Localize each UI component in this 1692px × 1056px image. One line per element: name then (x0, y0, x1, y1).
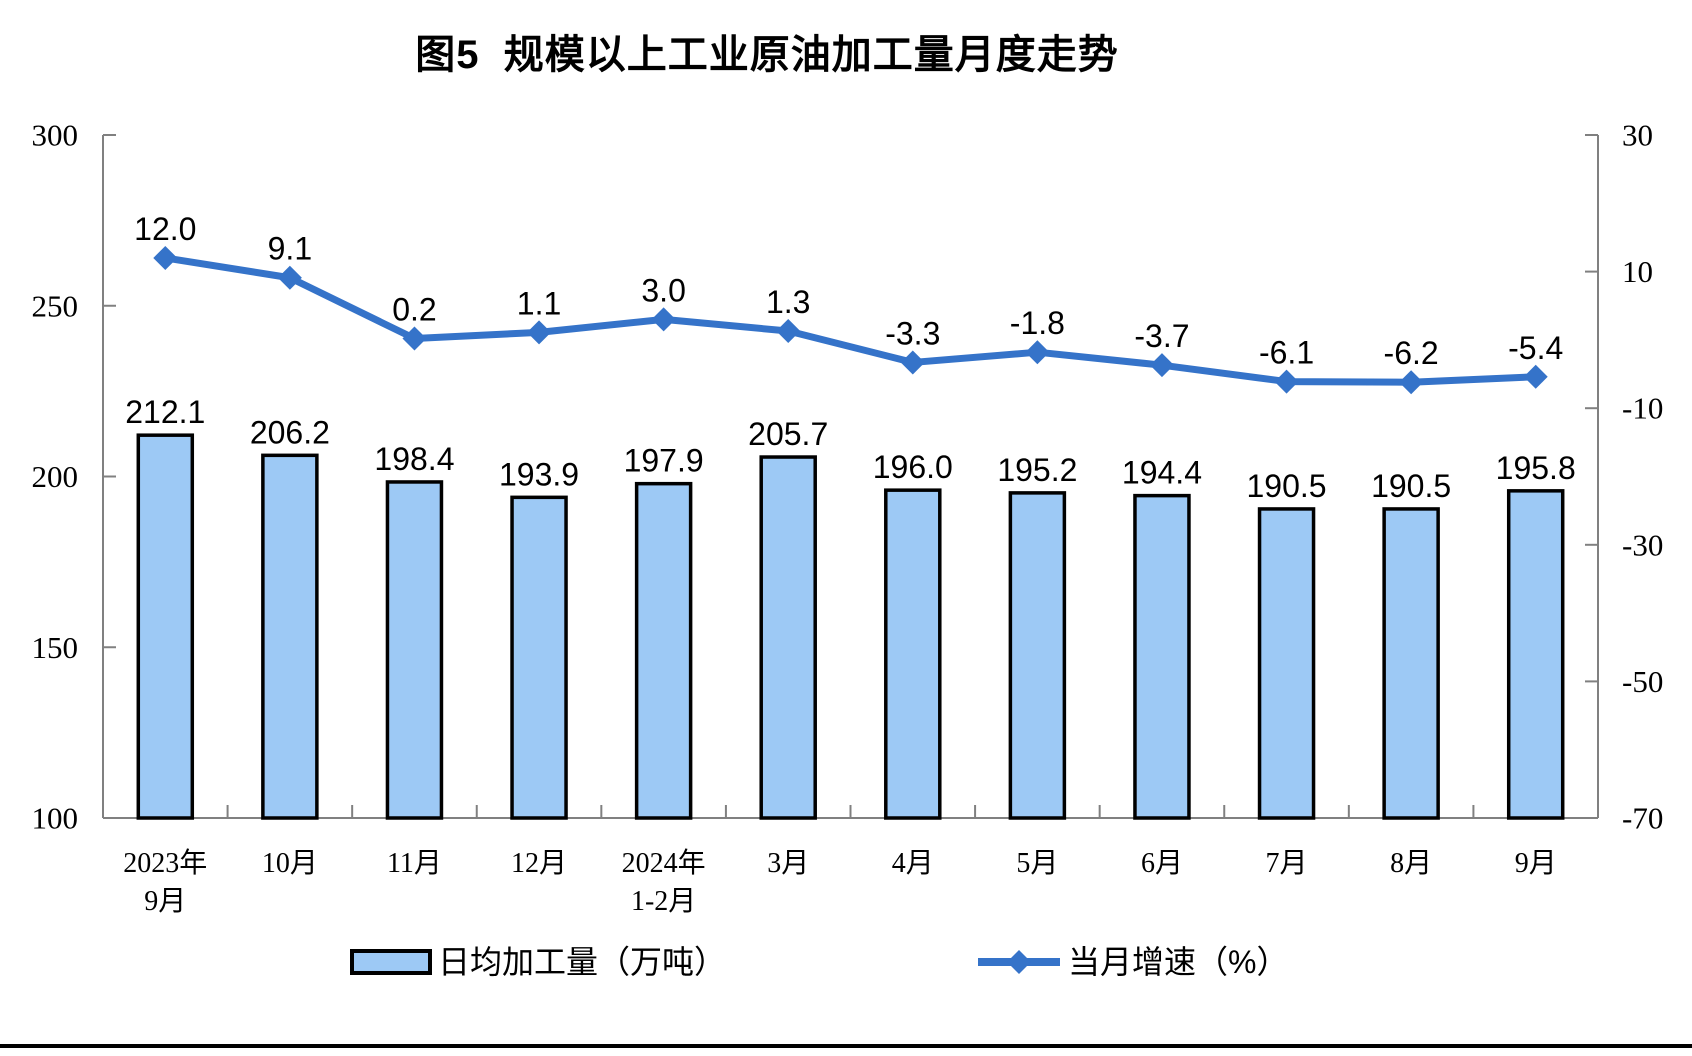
left-axis-tick-label: 300 (32, 118, 79, 153)
x-category-label: 12月 (511, 848, 567, 879)
bar-value-label: 212.1 (125, 394, 205, 430)
line-marker-diamond-icon (776, 319, 801, 344)
bar (510, 495, 568, 820)
line-marker-diamond-icon (277, 265, 302, 290)
x-category-label: 6月 (1141, 848, 1183, 879)
bar-value-label: 195.2 (997, 452, 1077, 488)
x-category-label: 11月 (387, 848, 442, 879)
line-marker-diamond-icon (1274, 369, 1299, 394)
line-marker-diamond-icon (1025, 340, 1050, 365)
bar-series-label: 日均加工量（万吨） (438, 944, 727, 980)
right-axis-tick-label: 10 (1622, 254, 1653, 289)
line-value-label: 9.1 (268, 231, 312, 267)
right-axis-tick-label: 30 (1622, 118, 1653, 153)
bar-value-label: 196.0 (873, 449, 953, 485)
x-category-label: 5月 (1016, 848, 1058, 879)
bar-value-label: 194.4 (1122, 455, 1202, 491)
line-marker-diamond-icon (900, 350, 925, 375)
bar (634, 481, 693, 820)
bar (385, 480, 444, 820)
line-value-label: 0.2 (392, 292, 436, 328)
line-value-label: 1.3 (766, 284, 810, 320)
bar-value-label: 190.5 (1371, 468, 1451, 504)
bar-series-swatch-icon (350, 949, 432, 975)
x-category-label: 2023年 9月 (123, 847, 207, 917)
line-marker-diamond-icon (1149, 353, 1174, 378)
line-value-label: -3.3 (885, 315, 940, 351)
line-marker-diamond-icon (402, 326, 427, 351)
bar (1133, 493, 1191, 820)
legend: 日均加工量（万吨） 当月增速（%） (350, 946, 1288, 978)
bar-value-label: 198.4 (374, 441, 454, 477)
bar-value-label: 193.9 (499, 456, 579, 492)
bar (1506, 489, 1565, 820)
bottom-rule (0, 1044, 1692, 1048)
bar (1382, 507, 1440, 820)
bar-value-label: 197.9 (624, 443, 704, 479)
x-category-label: 9月 (1515, 848, 1557, 879)
line-value-label: 1.1 (517, 285, 561, 321)
left-axis-tick-label: 150 (32, 630, 79, 665)
line-value-label: 3.0 (641, 272, 685, 308)
line-marker-diamond-icon (651, 307, 676, 332)
line-series-swatch-icon (978, 950, 1061, 974)
bar (884, 488, 942, 820)
bar-value-label: 190.5 (1247, 468, 1327, 504)
x-category-label: 4月 (892, 848, 934, 879)
right-axis-tick-label: -10 (1622, 391, 1663, 426)
left-axis-tick-label: 200 (32, 459, 79, 494)
bar (136, 433, 195, 820)
bar-value-label: 205.7 (748, 416, 828, 452)
x-category-label: 8月 (1390, 848, 1432, 879)
bar (1257, 507, 1316, 820)
line-marker-diamond-icon (1399, 370, 1424, 395)
growth-line (164, 254, 1536, 386)
bar-value-label: 206.2 (250, 414, 330, 450)
line-value-label: -6.2 (1384, 335, 1439, 371)
right-axis-tick-label: -30 (1622, 527, 1663, 562)
line-value-label: -1.8 (1010, 305, 1065, 341)
bar (759, 455, 817, 820)
bar (1008, 491, 1067, 820)
legend-item-line-series: 当月增速（%） (976, 946, 1288, 978)
bar-value-label: 195.8 (1496, 450, 1576, 486)
line-marker-diamond-icon (153, 245, 178, 270)
line-marker-diamond-icon (1523, 364, 1548, 389)
left-axis-tick-label: 250 (32, 288, 79, 323)
line-value-label: -5.4 (1508, 330, 1563, 366)
x-category-label: 3月 (767, 848, 809, 879)
line-value-label: -6.1 (1259, 335, 1314, 371)
x-category-label: 7月 (1266, 848, 1308, 879)
line-marker-diamond-icon (527, 320, 552, 345)
right-axis-tick-label: -70 (1622, 801, 1663, 836)
legend-item-bar-series: 日均加工量（万吨） (350, 946, 726, 978)
line-series-label: 当月增速（%） (1068, 944, 1289, 980)
x-category-label: 10月 (262, 848, 318, 879)
chart-title: 图5 规模以上工业原油加工量月度走势 (415, 33, 1119, 77)
right-axis-tick-label: -50 (1622, 664, 1663, 699)
line-value-label: 12.0 (134, 211, 196, 247)
bar (261, 453, 319, 820)
x-category-label: 2024年 1-2月 (622, 847, 706, 917)
left-axis-tick-label: 100 (32, 801, 79, 836)
line-value-label: -3.7 (1134, 318, 1189, 354)
